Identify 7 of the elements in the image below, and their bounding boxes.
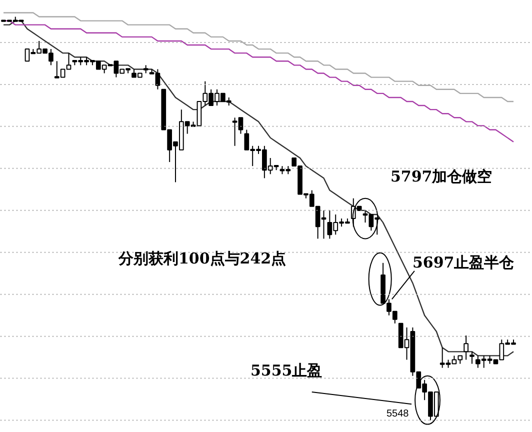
annotation: 分别获利100点与242点: [118, 250, 286, 268]
annotation: 5548: [386, 408, 410, 420]
annotation: 5555止盈: [250, 362, 322, 380]
annotation: 5797加仓做空: [390, 168, 492, 186]
annotation: 5697止盈半仓: [412, 254, 516, 272]
candlestick: [464, 335, 468, 360]
candlestick: [470, 351, 474, 364]
